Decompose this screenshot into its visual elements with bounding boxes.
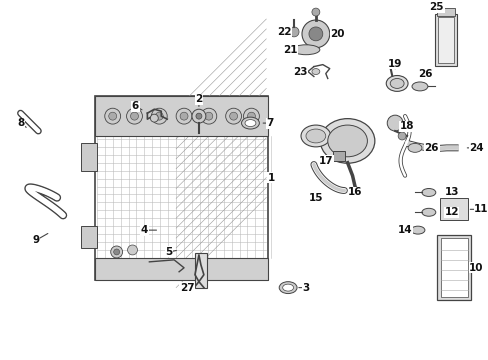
Ellipse shape [350,187,360,194]
Text: 27: 27 [180,283,194,293]
Bar [436,235,470,300]
Circle shape [247,112,255,120]
Circle shape [308,27,322,41]
Ellipse shape [301,125,330,147]
Bar [439,198,467,220]
Text: 26: 26 [424,143,438,153]
Ellipse shape [305,129,325,143]
Text: 3: 3 [302,283,309,293]
Circle shape [397,132,405,140]
Circle shape [113,249,120,255]
Text: 6: 6 [132,101,139,111]
Text: 19: 19 [387,59,402,69]
Circle shape [130,112,138,120]
Text: 22: 22 [276,27,291,37]
Ellipse shape [421,189,435,197]
Ellipse shape [410,226,424,234]
Circle shape [311,8,319,16]
Circle shape [201,108,216,124]
Bar [95,96,268,280]
Ellipse shape [291,45,319,55]
Bar [437,17,453,63]
Text: 24: 24 [468,143,483,153]
Bar [332,151,344,161]
Text: 17: 17 [318,156,332,166]
Text: 13: 13 [444,188,458,198]
Circle shape [225,108,241,124]
Text: 11: 11 [473,204,488,214]
Circle shape [243,108,259,124]
Circle shape [386,115,402,131]
Ellipse shape [386,76,407,91]
Ellipse shape [311,68,319,75]
Circle shape [229,112,237,120]
Ellipse shape [407,143,421,152]
Bar [95,258,268,280]
Text: 16: 16 [347,188,362,198]
Circle shape [176,108,192,124]
Circle shape [127,245,137,255]
Ellipse shape [327,125,366,157]
Circle shape [150,114,158,122]
Text: 9: 9 [33,235,40,245]
Ellipse shape [421,208,435,216]
Ellipse shape [241,117,259,129]
Text: 4: 4 [141,225,148,235]
Circle shape [302,20,329,48]
Text: 7: 7 [266,118,273,128]
Text: 21: 21 [282,45,297,55]
Circle shape [204,112,212,120]
Text: 20: 20 [330,29,344,39]
Text: 25: 25 [428,2,443,12]
Ellipse shape [389,78,403,89]
Ellipse shape [244,120,255,127]
Bar [81,143,97,171]
Bar [436,8,454,16]
Text: 12: 12 [444,207,458,217]
Circle shape [192,109,205,123]
Text: 1: 1 [267,172,274,183]
Circle shape [151,108,167,124]
Circle shape [155,112,163,120]
Text: 8: 8 [17,118,24,128]
Ellipse shape [279,282,296,293]
Bar [434,14,456,66]
Bar [81,226,97,248]
Text: 18: 18 [399,121,413,131]
Bar [440,238,467,297]
Circle shape [104,108,121,124]
Circle shape [110,246,122,258]
Circle shape [288,27,299,37]
Bar [195,253,206,288]
Text: 14: 14 [397,225,411,235]
Text: 15: 15 [308,193,323,203]
Circle shape [108,112,117,120]
Text: 10: 10 [468,263,483,273]
Circle shape [180,112,187,120]
Bar [95,96,268,136]
Ellipse shape [411,82,427,91]
Ellipse shape [320,119,374,163]
Text: 5: 5 [165,247,172,257]
Text: 23: 23 [292,67,306,77]
Text: 26: 26 [417,68,431,78]
Circle shape [126,108,142,124]
Ellipse shape [282,284,293,291]
Circle shape [196,113,202,119]
Text: 2: 2 [195,94,202,104]
